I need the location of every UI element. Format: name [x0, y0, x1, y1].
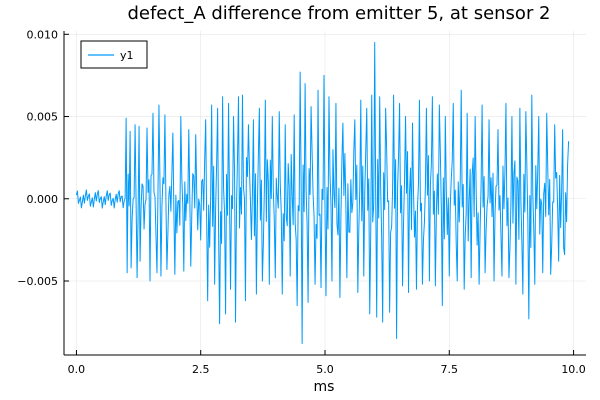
y-tick-label-1: 0.000	[27, 193, 59, 206]
legend: y1	[80, 40, 148, 69]
y-tick-label-0: −0.005	[17, 275, 58, 288]
legend-label-y1: y1	[120, 49, 134, 62]
chart-title: defect_A difference from emitter 5, at s…	[127, 3, 550, 24]
x-tick-label-1: 2.5	[192, 363, 210, 376]
x-tick-label-3: 7.5	[441, 363, 459, 376]
series-layer	[75, 42, 570, 344]
x-axis-label: ms	[314, 379, 335, 395]
tick-labels: 0.0 2.5 5.0 7.5 10.0 −0.005 0.000 0.005 0.010	[17, 28, 586, 376]
axes	[63, 31, 586, 356]
x-tick-label-0: 0.0	[68, 363, 86, 376]
x-tick-label-4: 10.0	[561, 363, 586, 376]
series-line-y1	[75, 42, 570, 344]
y-tick-label-3: 0.010	[27, 28, 59, 41]
y-tick-label-2: 0.005	[27, 111, 59, 124]
x-tick-label-2: 5.0	[316, 363, 334, 376]
